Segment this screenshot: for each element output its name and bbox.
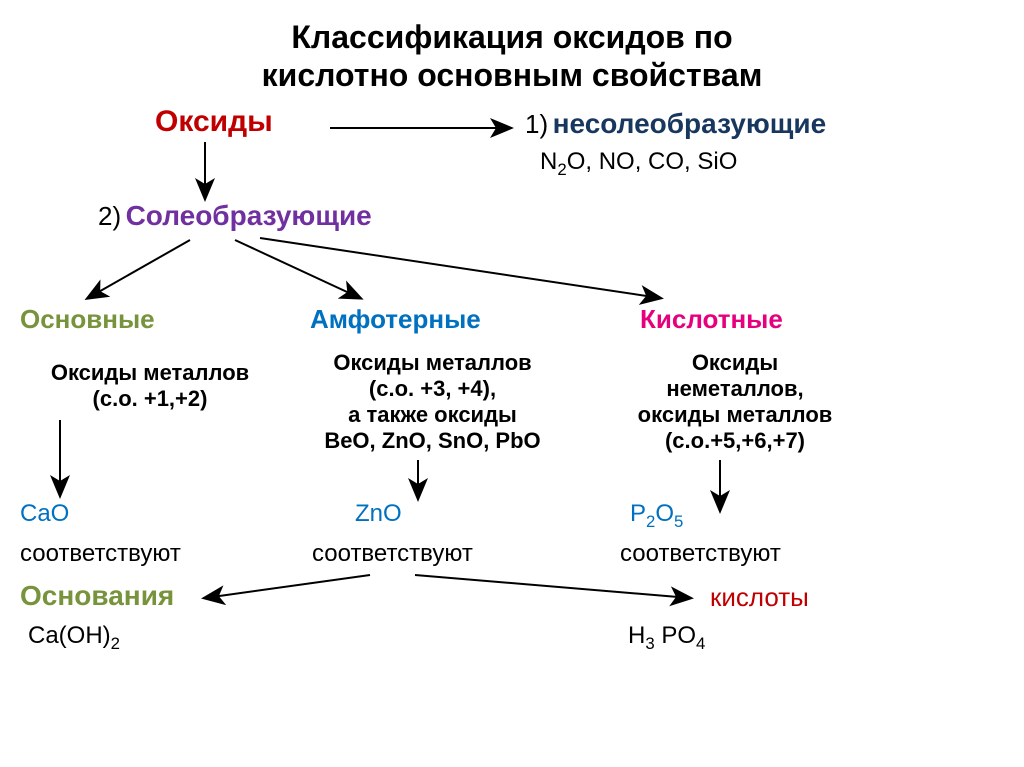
arrows-layer (0, 0, 1024, 767)
